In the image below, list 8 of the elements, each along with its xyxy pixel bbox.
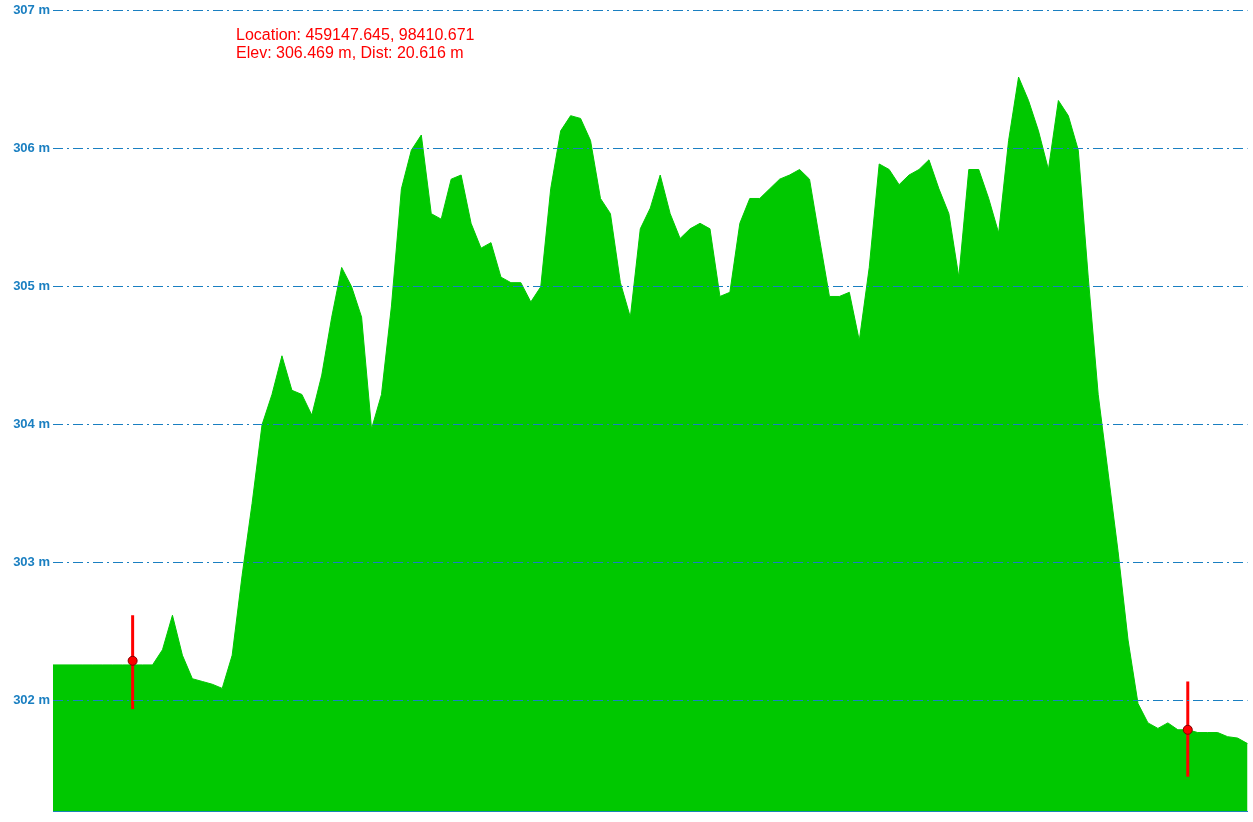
annotation: Elev: 306.469 m, Dist: 20.616 m [236,44,464,62]
y-tick-label: 304 m [13,416,50,432]
y-tick-label: 306 m [13,140,50,156]
y-tick-label: 302 m [13,692,50,708]
y-tick-label: 303 m [13,554,50,570]
y-tick-label: 307 m [13,2,50,18]
annotation: Location: 459147.645, 98410.671 [236,26,475,44]
y-tick-label: 305 m [13,278,50,294]
